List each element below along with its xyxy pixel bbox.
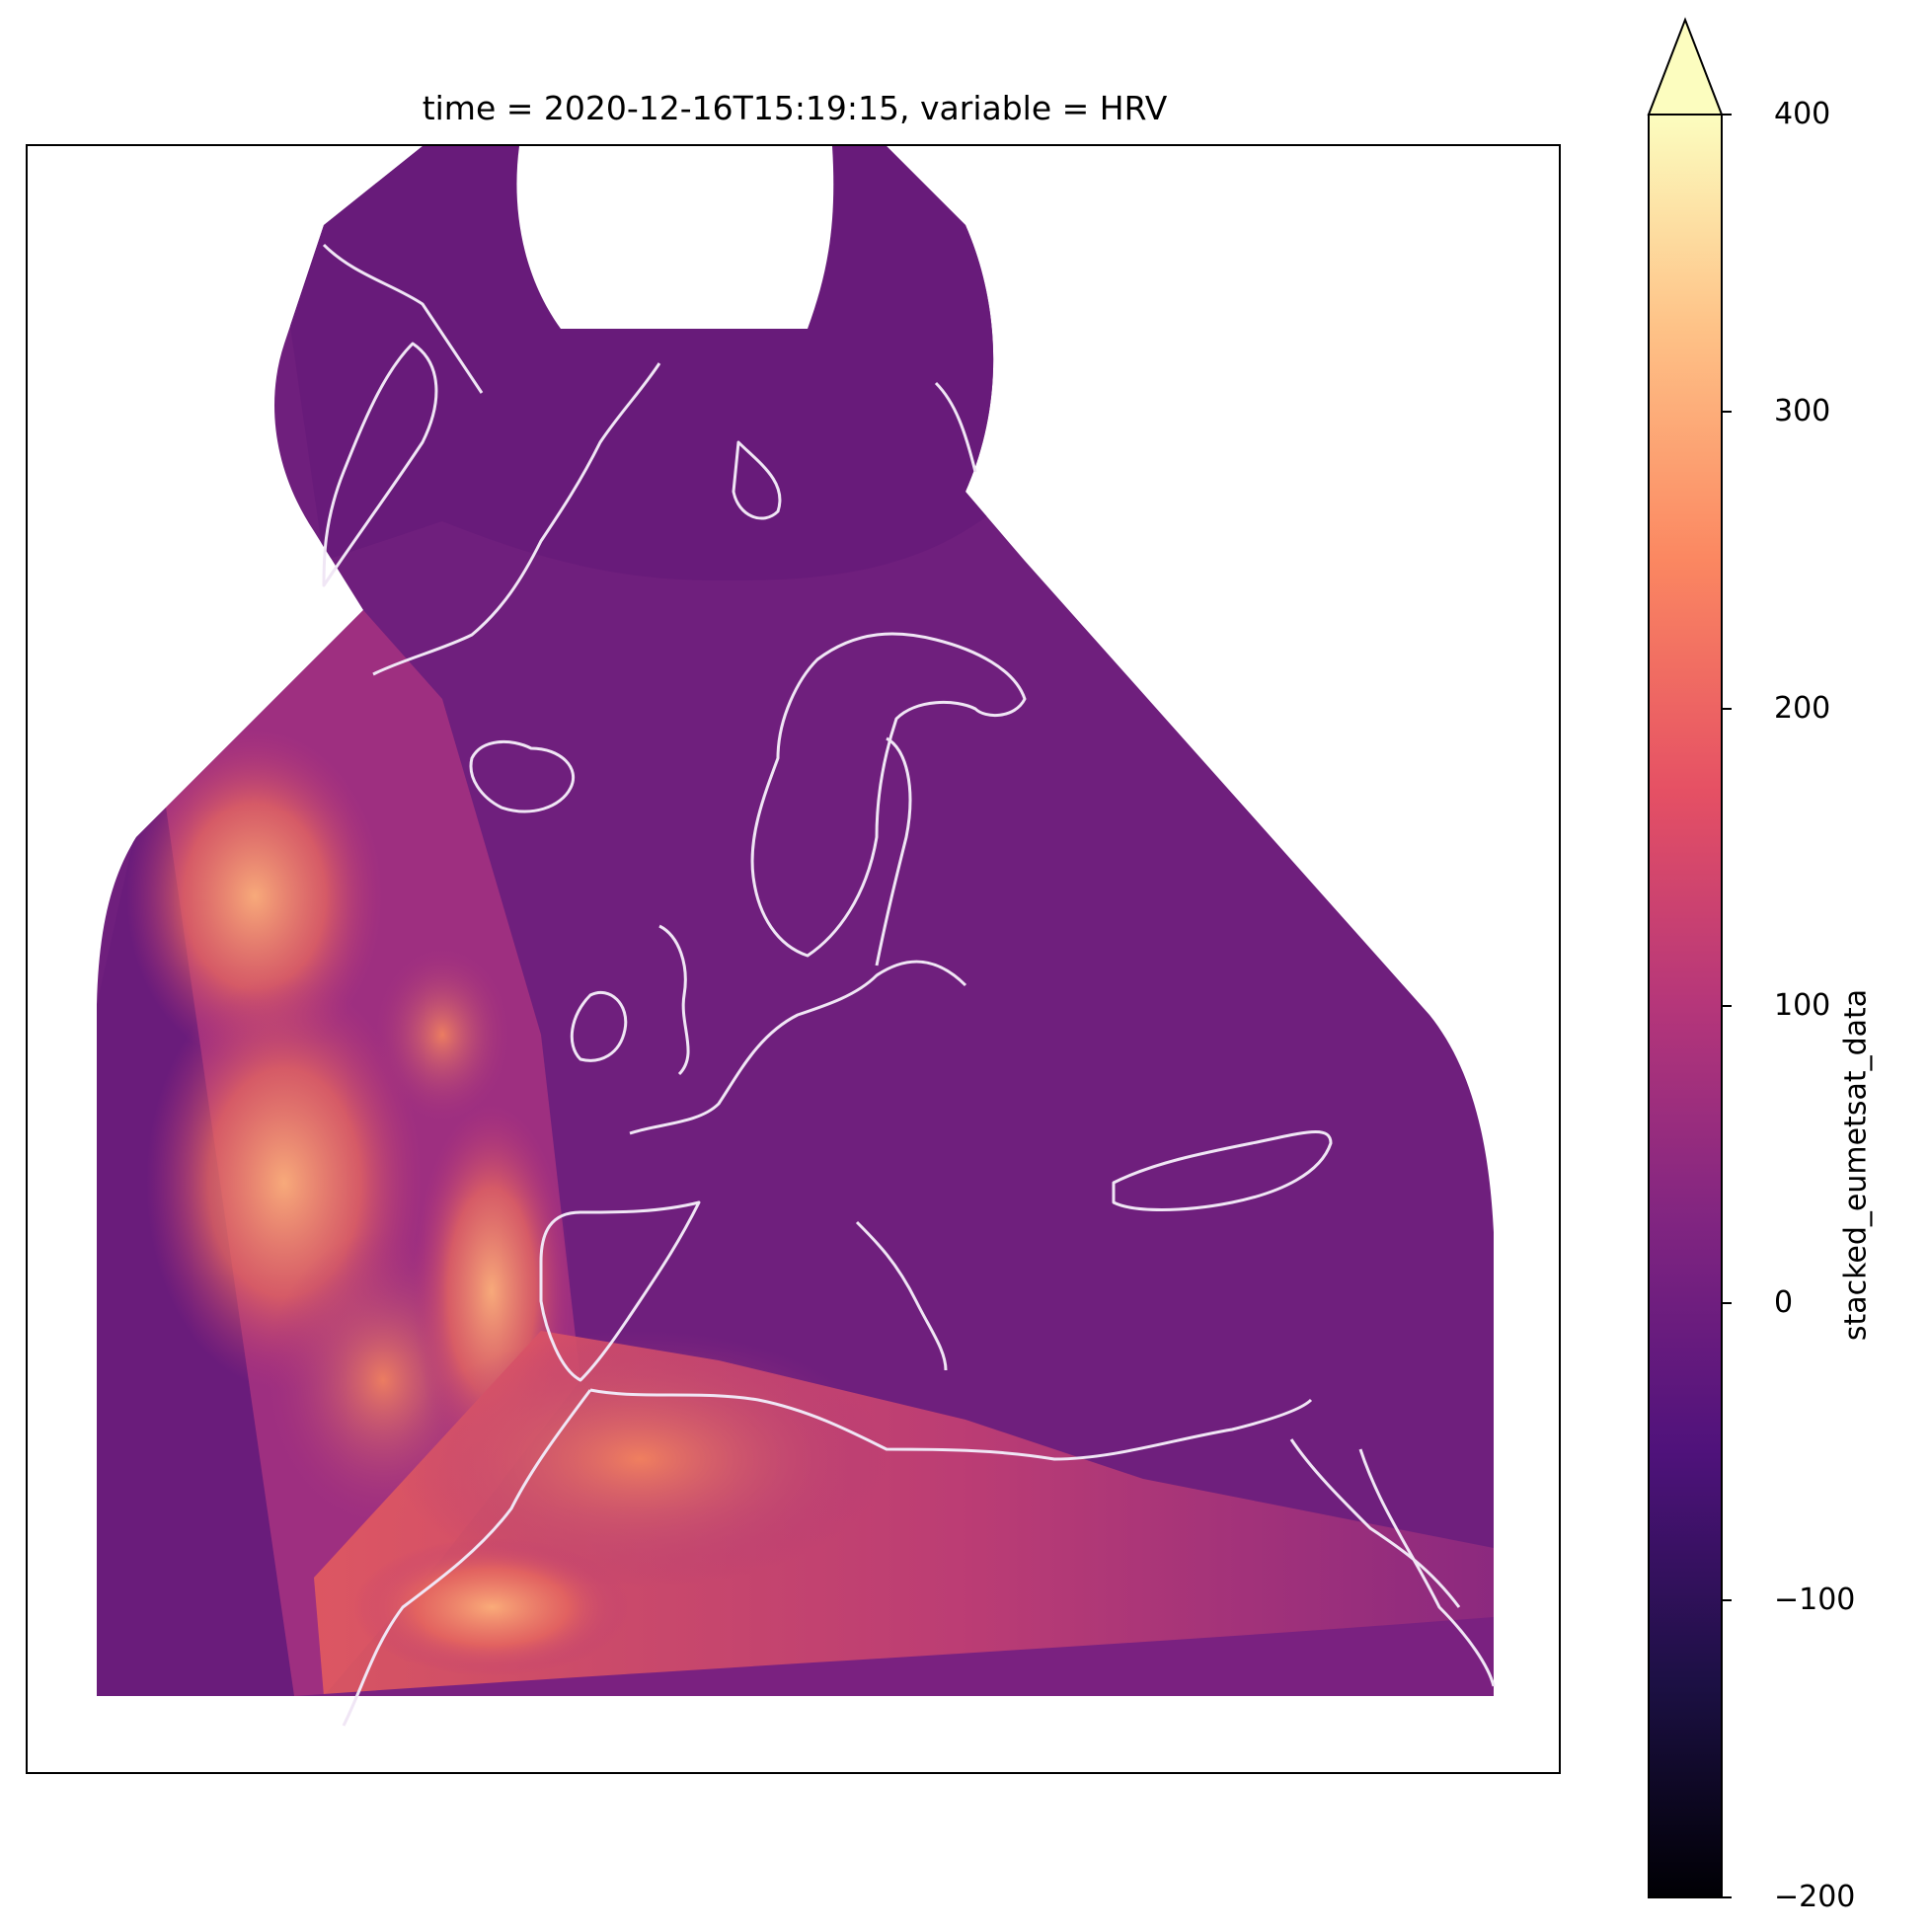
colorbar-extend-arrow [1647,17,1724,116]
colorbar-tick-label: −100 [1774,1583,1856,1617]
coastlines [322,243,1496,1727]
colorbar-tick-label: −200 [1774,1880,1856,1914]
colorbar-tick-label: 200 [1774,691,1831,726]
colorbar-graphic [1647,17,1732,1898]
colorbar-tick-label: 100 [1774,988,1831,1023]
satellite-map [97,146,1496,1727]
colorbar-tick-label: 400 [1774,97,1831,131]
colorbar-gradient [1648,114,1723,1898]
colorbar-tick-label: 300 [1774,394,1831,428]
plot-title: time = 2020-12-16T15:19:15, variable = H… [422,89,1168,127]
colorbar-tick-label: 0 [1774,1285,1794,1320]
colorbar-label: stacked_eumetsat_data [1838,988,1874,1342]
colorbar [1647,17,1767,1898]
satellite-footprint [97,146,1494,1696]
colorbar-ticks [1722,114,1732,1898]
map-axes [26,144,1561,1774]
